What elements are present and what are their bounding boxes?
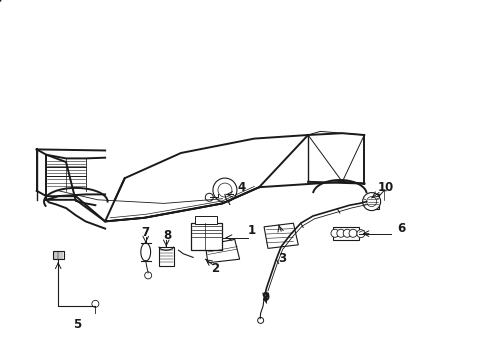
Polygon shape [53,251,63,259]
Circle shape [330,229,338,237]
Text: 6: 6 [396,222,404,235]
Text: 1: 1 [247,224,255,237]
Text: 7: 7 [142,226,149,239]
Circle shape [218,183,231,197]
Bar [159,247,173,266]
Circle shape [356,230,364,238]
Circle shape [343,229,350,237]
Text: 4: 4 [238,181,245,194]
Circle shape [336,229,344,237]
Text: 5: 5 [73,318,81,330]
Text: 9: 9 [261,291,269,304]
Circle shape [205,193,213,201]
Circle shape [366,197,376,207]
Polygon shape [205,239,239,263]
Text: 2: 2 [211,262,219,275]
Circle shape [348,229,356,237]
Circle shape [257,318,263,323]
Circle shape [362,193,380,211]
Text: 8: 8 [163,229,171,242]
Circle shape [92,300,99,307]
Circle shape [144,272,151,279]
Polygon shape [264,223,298,248]
Bar [194,216,216,224]
Text: 3: 3 [278,252,285,265]
Bar [332,227,359,240]
Text: 10: 10 [377,181,394,194]
Bar [366,194,378,209]
Circle shape [212,178,237,202]
Bar [190,223,222,250]
